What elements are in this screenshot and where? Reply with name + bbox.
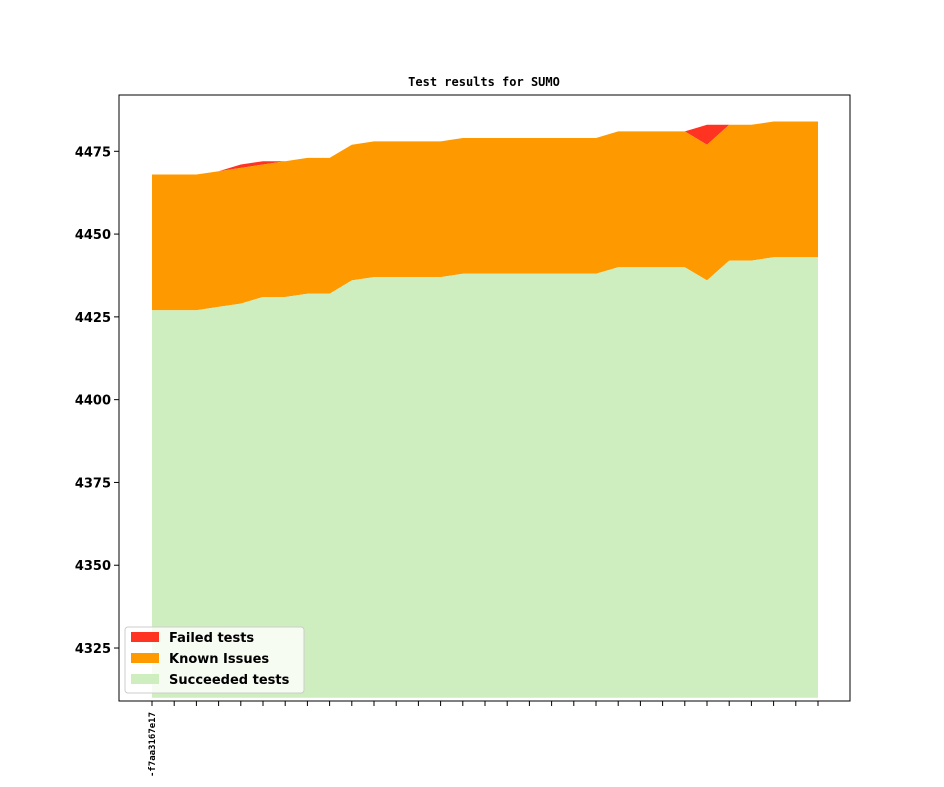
legend: Failed tests Known Issues Succeeded tests (124, 626, 305, 694)
y-tick-label: 4475 (75, 145, 111, 160)
y-tick-label: 4325 (75, 642, 111, 657)
legend-label: Failed tests (169, 631, 254, 646)
legend-label: Succeeded tests (169, 673, 290, 688)
legend-swatch (131, 674, 159, 684)
known-issues-area (152, 121, 818, 311)
x-axis: -f7aa3167e17 (148, 701, 819, 777)
y-tick-label: 4375 (75, 476, 111, 491)
legend-swatch (131, 632, 159, 642)
chart-title: Test results for SUMO (408, 75, 560, 89)
y-axis: 4325 4350 4375 4400 4425 4450 4475 (75, 145, 119, 657)
plot-frame (118, 94, 851, 702)
y-tick-label: 4450 (75, 228, 111, 243)
y-tick-label: 4350 (75, 559, 111, 574)
succeeded-tests-area (152, 257, 818, 698)
legend-swatch (131, 653, 159, 663)
y-tick-label: 4400 (75, 394, 111, 409)
legend-box (124, 626, 305, 694)
legend-label: Known Issues (169, 652, 269, 667)
x-tick-label: -f7aa3167e17 (148, 712, 158, 777)
y-tick-label: 4425 (75, 311, 111, 326)
area-layers (152, 121, 818, 698)
